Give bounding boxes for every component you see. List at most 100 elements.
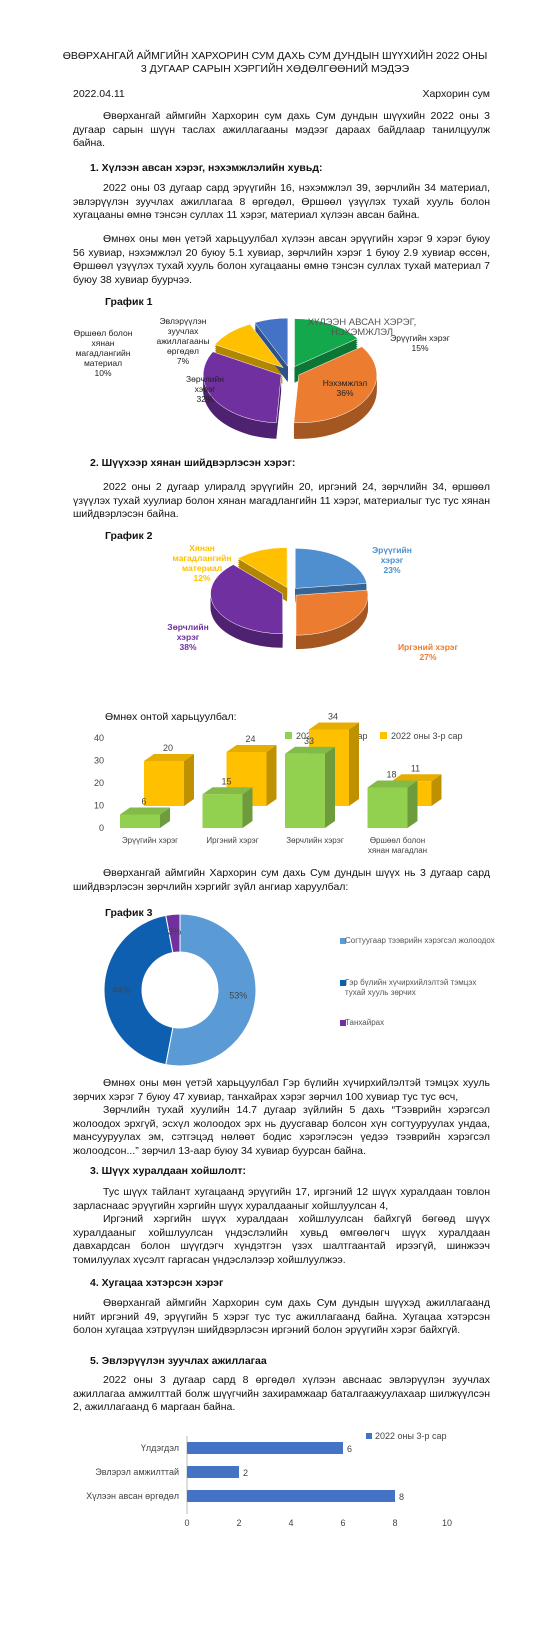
slice [203, 351, 282, 424]
legend-swatch [340, 980, 346, 986]
legend-label: 2022 оны 3-р сар [391, 731, 463, 741]
paragraph: Тус шүүх тайлант хугацаанд эрүүгийн 17, … [73, 1186, 490, 1212]
slice-label: Иргэний хэрэг [397, 642, 459, 652]
chart-title: ХҮЛЭЭН АВСАН ХЭРЭГ, НЭХЭМЖЛЭЛ [307, 317, 417, 338]
slice [295, 589, 369, 636]
section-heading: 2. Шүүхээр хянан шийдвэрлэсэн хэрэг: [90, 457, 296, 469]
slice-value: 44% [112, 985, 130, 995]
legend-swatch [340, 938, 346, 944]
data-label: 2 [243, 1468, 248, 1478]
y-tick-label: 20 [94, 778, 104, 788]
paragraph: Өмнөх оны мөн үетэй харьцуулбал Гэр бүли… [73, 1077, 490, 1103]
legend-label: Согтуугаар тээврийн хэрэгсэл жолоодох [345, 936, 495, 945]
paragraph: Өмнөх оны мөн үетэй харьцуулбал хүлээн а… [73, 233, 490, 286]
bar [187, 1466, 239, 1478]
data-label: 24 [245, 734, 255, 744]
figure-caption: График 2 [105, 530, 153, 542]
legend-label: Гэр бүлийн хүчирхийлэлтэй тэмцэх тухай х… [345, 978, 477, 997]
section-heading: 3. Шүүх хуралдаан хойшлолт: [90, 1165, 247, 1177]
section-heading: 1. Хүлээн авсан хэрэг, нэхэмжлэлийн хувь… [90, 162, 323, 174]
slice [293, 346, 377, 424]
bar [144, 761, 184, 806]
paragraph: 2022 оны 03 дугаар сард эрүүгийн 16, нэх… [73, 182, 490, 221]
paragraph: Өвөрхангай аймгийн Хархорин сум дахь Сум… [73, 867, 490, 893]
y-tick-label: 40 [94, 733, 104, 743]
slice [214, 323, 284, 369]
intro: Өвөрхангай аймгийн Хархорин сум дахь Сум… [73, 110, 490, 149]
slice-value: 38% [179, 642, 197, 652]
x-tick-label: 8 [392, 1518, 397, 1528]
date: 2022.04.11 [73, 88, 125, 100]
slice-value: 23% [383, 565, 401, 575]
legend-swatch [340, 1020, 346, 1026]
slice-label: Зөрчлийн хэрэг [167, 622, 209, 642]
y-tick-label: 10 [94, 801, 104, 811]
bar-side [349, 722, 359, 806]
bar [187, 1490, 395, 1502]
paragraph: Өвөрхангай аймгийн Хархорин сум дахь Сум… [73, 1297, 490, 1336]
bar-side [160, 807, 170, 828]
section-heading: 5. Эвлэрүүлэн зуучлах ажиллагаа [90, 1355, 267, 1367]
paragraph: Зөрчлийн тухай хуулийн 14.7 дугаар зүйли… [73, 1104, 490, 1157]
legend-swatch [285, 732, 292, 739]
slice-label: Өршөөл болон хянан магадлангийн материал [73, 328, 133, 368]
paragraph: Өмнөх онтой харьцуулбал: [105, 711, 237, 723]
legend-swatch [366, 1433, 372, 1439]
x-tick-label: 10 [442, 1518, 452, 1528]
slice-value: 36% [336, 388, 354, 398]
bar-side [184, 754, 194, 806]
bar [367, 787, 408, 828]
y-tick-label: 30 [94, 756, 104, 766]
x-tick-label: 2 [236, 1518, 241, 1528]
y-tick-label: Хүлээн авсан өргөдөл [86, 1491, 179, 1501]
slice [294, 318, 359, 368]
slice-value: 7% [176, 356, 190, 366]
slice-label: Эвлэрүүлэн зуучлах ажиллагааны өргөдөл [156, 316, 210, 356]
paragraph: 2022 оны 3 дугаар сард 8 өргөдөл хүлээн … [73, 1374, 490, 1413]
legend-label: 2022 оны 3-р сар [375, 1431, 447, 1441]
bar [187, 1442, 343, 1454]
y-tick-label: Эвлэрэл амжилттай [95, 1467, 179, 1477]
bar-top [226, 745, 277, 752]
bar-top [391, 774, 442, 782]
slice-label: Нэхэмжлэл [322, 378, 368, 388]
legend-swatch [380, 732, 387, 739]
bar-top [285, 746, 335, 754]
data-label: 34 [328, 712, 338, 722]
figure-caption: График 3 [105, 907, 153, 919]
bar-top [144, 754, 194, 761]
data-label: 8 [399, 1492, 404, 1502]
bar-top [202, 787, 253, 795]
x-tick-label: 6 [340, 1518, 345, 1528]
data-label: 20 [163, 743, 173, 753]
legend-label: Танхайрах [345, 1018, 385, 1027]
y-tick-label: Үлдэгдэл [141, 1443, 179, 1453]
x-tick-label: Иргэний хэрэг [206, 836, 259, 845]
data-label: 18 [386, 770, 396, 780]
data-label: 11 [411, 763, 420, 773]
bar-top [367, 780, 418, 788]
data-label: 6 [347, 1444, 352, 1454]
slice-value: 10% [94, 368, 112, 378]
slice-value: 3% [168, 927, 181, 937]
bar [202, 794, 243, 828]
data-label: 33 [304, 736, 314, 746]
x-tick-label: Зөрчлийн хэрэг [286, 836, 344, 845]
bar-side [325, 746, 335, 828]
data-label: 6 [141, 797, 146, 807]
bar [120, 814, 160, 828]
slice-value: 27% [419, 652, 437, 662]
slice-label: Зөрчлийн хэрэг [186, 374, 224, 394]
bar-side [242, 787, 253, 828]
bar-side [407, 780, 418, 828]
slice [165, 913, 181, 954]
data-label: 15 [221, 776, 231, 786]
slice [237, 547, 288, 588]
bar-side [431, 774, 442, 806]
slice [165, 913, 257, 1067]
slice-value: 15% [411, 343, 429, 353]
bar-top [309, 722, 359, 730]
paragraph: Иргэний хэргийн шүүх хуралдаан хойшлуулс… [73, 1213, 490, 1266]
slice [103, 914, 174, 1066]
